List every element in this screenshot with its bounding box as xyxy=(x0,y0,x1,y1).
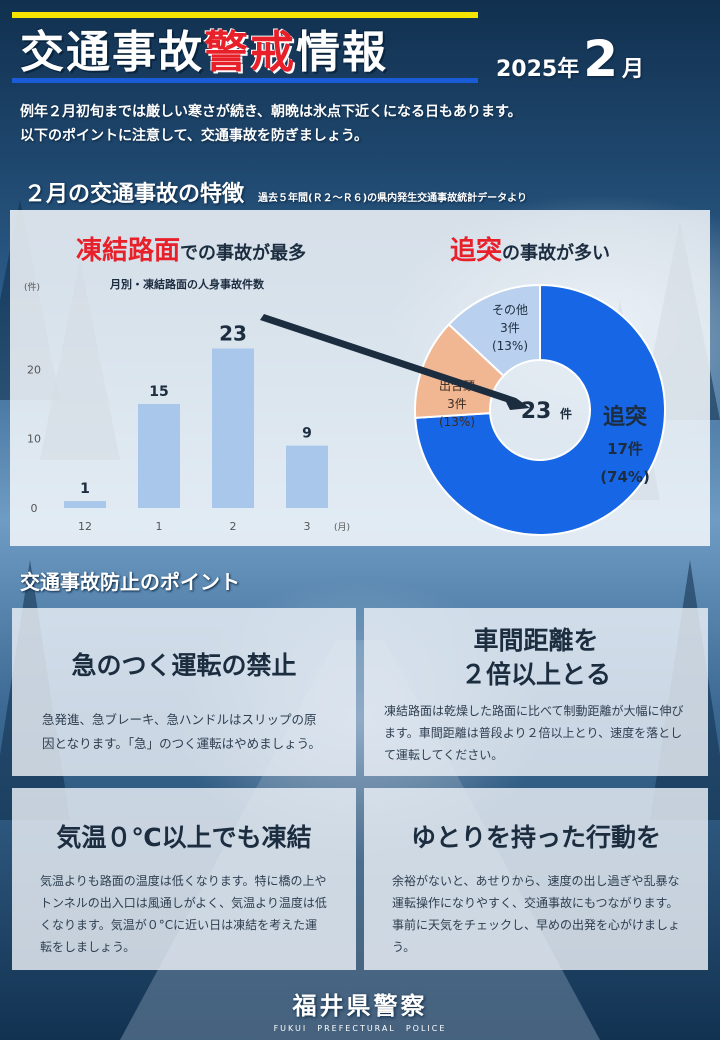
donut-section-title-rest: の事故が多い xyxy=(502,243,611,264)
card-following-distance-title: 車間距離を ２倍以上とる xyxy=(384,624,688,692)
intro-line2: 以下のポイントに注意して、交通事故を防ぎましょう。 xyxy=(20,128,369,144)
bar-12 xyxy=(64,501,106,508)
features-heading: ２月の交通事故の特徴 過去５年間(Ｒ２～Ｒ６)の県内発生交通事故統計データより xyxy=(24,176,527,208)
issue-year: 2025年 xyxy=(496,57,580,82)
bar-chart: (件) 0 10 20 1 12 15 1 23 2 9 3 (月) xyxy=(24,281,350,533)
bar-y-tick: 0 xyxy=(31,502,38,515)
card-freezing: 気温０℃以上でも凍結 気温よりも路面の温度は低くなります。特に橋の上やトンネルの… xyxy=(12,788,356,970)
donut-center-unit: 件 xyxy=(560,406,572,421)
donut-label: (13%) xyxy=(492,339,528,353)
donut-section-title: 追突の事故が多い xyxy=(450,230,610,267)
intro-text: 例年２月初旬までは厳しい寒さが続き、朝晩は氷点下近くになる日もあります。 以下の… xyxy=(20,100,700,148)
bar-x-tick: 2 xyxy=(230,520,237,533)
features-panel: 凍結路面での事故が最多 月別・凍結路面の人身事故件数 追突の事故が多い (件) 0… xyxy=(10,210,710,546)
bar-y-tick: 20 xyxy=(27,363,41,376)
card-following-distance: 車間距離を ２倍以上とる 凍結路面は乾燥した路面に比べて制動距離が大幅に伸びます… xyxy=(364,608,708,776)
bar-value-label: 23 xyxy=(219,322,247,346)
donut-section-title-red: 追突 xyxy=(450,236,503,266)
card-following-distance-body: 凍結路面は乾燥した路面に比べて制動距離が大幅に伸びます。車間距離は普段より２倍以… xyxy=(384,704,684,762)
bar-value-label: 9 xyxy=(302,426,312,442)
bar-section-title-red: 凍結路面 xyxy=(76,236,181,266)
bar-1 xyxy=(138,404,180,508)
issue-date: 2025年 2 月 xyxy=(496,30,644,88)
card-no-sudden-body: 急発進、急ブレーキ、急ハンドルはスリップの原因となります。「急」のつく運転はやめ… xyxy=(42,712,321,751)
title-bottom-stripe xyxy=(12,78,478,83)
donut-chart: 23 件追突17件(74%)出合頭3件(13%)その他3件(13%) xyxy=(260,283,666,536)
title-top-stripe xyxy=(12,12,478,18)
card-leave-early-body: 余裕がないと、あせりから、速度の出し過ぎや乱暴な運転操作になりやすく、交通事故に… xyxy=(392,874,681,954)
donut-label: (74%) xyxy=(600,468,650,486)
donut-label: 17件 xyxy=(607,440,643,458)
features-title: ２月の交通事故の特徴 xyxy=(24,182,245,207)
bar-2 xyxy=(212,348,254,508)
bar-x-tick: 3 xyxy=(304,520,311,533)
title-part3: 情報 xyxy=(296,27,388,78)
bar-y-tick: 10 xyxy=(27,433,41,446)
card-no-sudden-title: 急のつく運転の禁止 xyxy=(71,651,297,680)
police-logo: 福井県警察 FUKUI PREFECTURAL POLICE xyxy=(0,986,720,1034)
card-following-distance-title-line2: ２倍以上とる xyxy=(460,660,611,689)
card-no-sudden: 急のつく運転の禁止 急発進、急ブレーキ、急ハンドルはスリップの原因となります。「… xyxy=(12,608,356,776)
bar-x-unit: (月) xyxy=(334,522,350,533)
police-logo-english: FUKUI PREFECTURAL POLICE xyxy=(273,1024,447,1033)
bar-value-label: 15 xyxy=(149,384,168,400)
pointer-arrow xyxy=(260,314,530,410)
issue-month: 2 xyxy=(583,30,619,88)
issue-month-suffix: 月 xyxy=(622,57,645,82)
prevention-heading: 交通事故防止のポイント xyxy=(20,570,240,594)
bar-x-tick: 12 xyxy=(78,520,92,533)
page-title: 交通事故 警戒 情報 xyxy=(12,20,478,78)
title-part1: 交通事故 xyxy=(20,27,204,78)
bar-section-title-rest: での事故が最多 xyxy=(180,243,307,264)
card-freezing-title: 気温０℃以上でも凍結 xyxy=(56,823,312,852)
donut-slice-追突 xyxy=(414,283,666,536)
donut-slice-その他 xyxy=(447,283,541,378)
charts-svg: (件)0102011215123293 (月) 23 件追突17件(74%)出合頭3… xyxy=(24,281,666,536)
bar-chart-title: 月別・凍結路面の人身事故件数 xyxy=(110,278,264,291)
police-logo-name: 福井県警察 xyxy=(292,992,428,1020)
donut-label: その他 xyxy=(492,303,528,317)
bar-x-tick: 1 xyxy=(156,520,163,533)
card-following-distance-title-line1: 車間距離を xyxy=(473,626,599,655)
card-leave-early-title: ゆとりを持った行動を xyxy=(410,823,661,852)
bar-3 xyxy=(286,445,328,508)
donut-center-total: 23 xyxy=(521,399,552,424)
card-leave-early: ゆとりを持った行動を 余裕がないと、あせりから、速度の出し過ぎや乱暴な運転操作に… xyxy=(364,788,708,970)
donut-label: 3件 xyxy=(500,321,520,335)
bar-section-title: 凍結路面での事故が最多 xyxy=(76,230,306,267)
features-source: 過去５年間(Ｒ２～Ｒ６)の県内発生交通事故統計データより xyxy=(258,193,527,204)
donut-label: (13%) xyxy=(439,415,475,429)
donut-label: 3件 xyxy=(447,397,467,411)
donut-label: 追突 xyxy=(603,404,647,430)
bar-value-label: 1 xyxy=(80,481,90,497)
title-part2: 警戒 xyxy=(204,27,296,78)
card-freezing-body: 気温よりも路面の温度は低くなります。特に橋の上やトンネルの出入口は風通しがよく、… xyxy=(40,874,327,954)
bar-y-unit: (件) xyxy=(24,281,40,293)
intro-line1: 例年２月初旬までは厳しい寒さが続き、朝晩は氷点下近くになる日もあります。 xyxy=(20,104,522,120)
